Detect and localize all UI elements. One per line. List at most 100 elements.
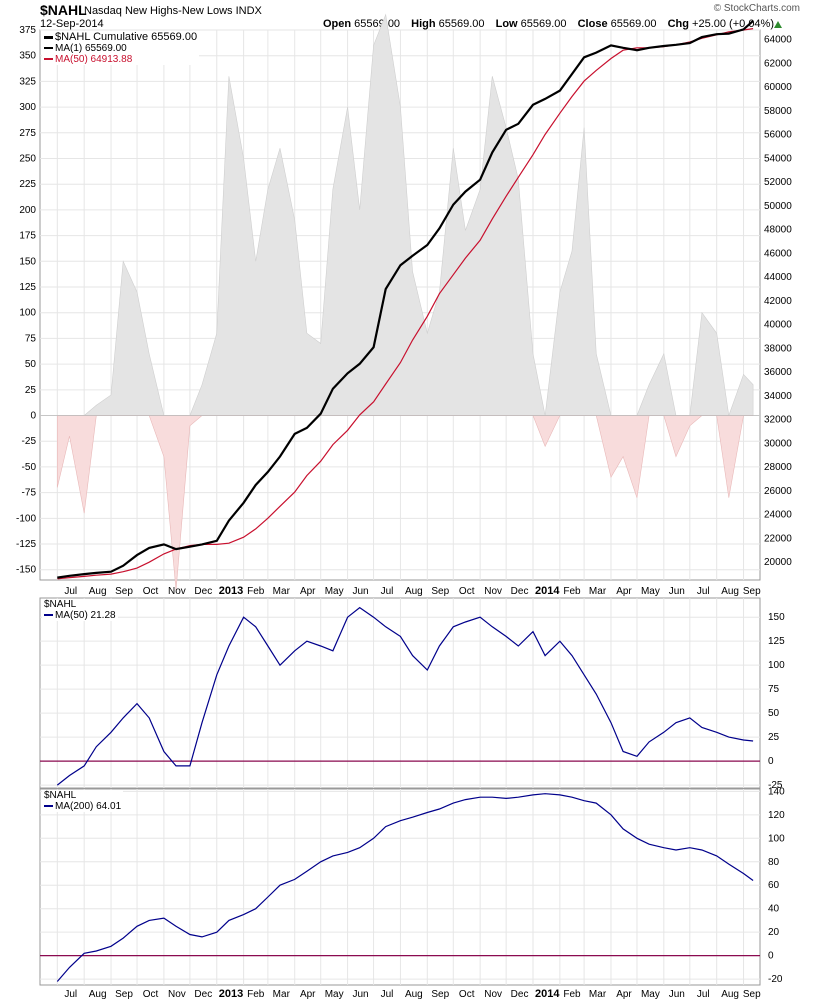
x-label-1-19: Feb: [563, 989, 581, 1000]
x-label-0-1: Aug: [89, 586, 107, 597]
legend-cumulative: $NAHL Cumulative 65569.00: [44, 31, 197, 43]
x-label-0-12: Jul: [381, 586, 394, 597]
x-label-1-7: Feb: [247, 989, 265, 1000]
y-tick-panel1-1: 125: [768, 636, 785, 647]
chg-label: Chg: [667, 18, 689, 30]
y-tick-left-21: -150: [16, 565, 36, 576]
x-label-0-18: 2014: [535, 585, 560, 597]
x-label-0-25: Aug: [721, 586, 739, 597]
x-label-1-9: Apr: [300, 989, 316, 1000]
x-label-1-23: Jun: [669, 989, 685, 1000]
y-tick-left-9: 150: [19, 256, 36, 267]
x-label-0-23: Jun: [669, 586, 685, 597]
y-tick-right-16: 32000: [764, 415, 792, 426]
low-value: 65569.00: [520, 18, 567, 30]
y-tick-right-9: 46000: [764, 248, 792, 259]
x-label-1-15: Oct: [459, 989, 475, 1000]
y-tick-right-0: 64000: [764, 35, 792, 46]
x-label-1-22: May: [641, 989, 660, 1000]
y-tick-panel1-7: -25: [768, 780, 783, 791]
y-tick-left-13: 50: [25, 359, 37, 370]
y-tick-left-2: 325: [19, 76, 36, 87]
x-label-0-6: 2013: [219, 585, 243, 597]
x-label-1-11: Jun: [353, 989, 369, 1000]
x-label-0-14: Sep: [431, 586, 449, 597]
y-tick-right-4: 56000: [764, 130, 792, 141]
ma50-red-line: [57, 28, 754, 580]
up-arrow-icon: [774, 21, 782, 28]
x-label-1-16: Nov: [484, 989, 502, 1000]
y-tick-right-2: 60000: [764, 82, 792, 93]
y-tick-panel2-0: 140: [768, 786, 785, 797]
x-label-0-17: Dec: [511, 586, 529, 597]
y-tick-panel1-0: 150: [768, 612, 785, 623]
y-tick-left-16: -25: [22, 436, 37, 447]
x-label-0-4: Nov: [168, 586, 186, 597]
x-label-1-8: Mar: [273, 989, 291, 1000]
y-tick-right-21: 22000: [764, 533, 792, 544]
chart-date: 12-Sep-2014: [40, 18, 104, 30]
y-tick-left-20: -125: [16, 539, 36, 550]
ma200-legend: $NAHL MA(200) 64.01: [42, 790, 124, 812]
y-tick-panel1-5: 25: [768, 732, 780, 743]
x-label-1-21: Apr: [616, 989, 632, 1000]
y-tick-right-15: 34000: [764, 391, 792, 402]
x-label-1-10: May: [325, 989, 344, 1000]
y-tick-left-19: -100: [16, 513, 36, 524]
open-label: Open: [322, 18, 352, 30]
x-label-0-24: Jul: [697, 586, 710, 597]
y-tick-left-10: 125: [19, 282, 36, 293]
close-label: Close: [577, 18, 608, 30]
ma200-legend-title: $NAHL: [44, 790, 77, 801]
x-label-1-20: Mar: [589, 989, 607, 1000]
legend-ma1: MA(1) 65569.00: [44, 43, 197, 54]
chg-value: +25.00 (+0.04%): [692, 18, 774, 30]
y-tick-panel2-8: -20: [768, 974, 783, 985]
y-tick-right-14: 36000: [764, 367, 792, 378]
y-tick-left-7: 200: [19, 205, 36, 216]
x-label-0-2: Sep: [115, 586, 133, 597]
x-label-1-0: Jul: [64, 989, 77, 1000]
y-tick-panel2-3: 80: [768, 857, 780, 868]
y-tick-panel2-7: 0: [768, 951, 774, 962]
y-tick-right-1: 62000: [764, 58, 792, 69]
y-tick-left-14: 25: [25, 385, 37, 396]
low-label: Low: [495, 18, 518, 30]
high-label: High: [411, 18, 436, 30]
ma-blue-line-panel1: [56, 606, 754, 786]
ma50-legend-title: $NAHL: [44, 599, 77, 610]
y-tick-panel1-4: 50: [768, 708, 780, 719]
x-label-1-24: Jul: [697, 989, 710, 1000]
x-label-0-15: Oct: [459, 586, 475, 597]
y-tick-panel1-3: 75: [768, 684, 780, 695]
x-label-1-5: Dec: [194, 989, 212, 1000]
y-tick-left-12: 75: [25, 333, 37, 344]
y-tick-panel2-5: 40: [768, 904, 780, 915]
y-tick-left-15: 0: [30, 411, 36, 422]
y-tick-right-19: 26000: [764, 486, 792, 497]
y-tick-panel2-6: 20: [768, 927, 780, 938]
open-value: 65569.00: [354, 18, 401, 30]
y-tick-left-3: 300: [19, 102, 36, 113]
ma200-legend-series: MA(200) 64.01: [44, 801, 121, 812]
high-value: 65569.00: [438, 18, 485, 30]
y-tick-right-11: 42000: [764, 296, 792, 307]
ma50-legend: $NAHL MA(50) 21.28: [42, 599, 118, 621]
main-legend: $NAHL Cumulative 65569.00 MA(1) 65569.00…: [42, 31, 200, 65]
x-label-0-26: Sep: [743, 586, 761, 597]
copyright-notice[interactable]: © StockCharts.com: [713, 3, 800, 14]
x-label-1-13: Aug: [405, 989, 423, 1000]
y-tick-left-5: 250: [19, 154, 36, 165]
y-tick-panel1-6: 0: [768, 756, 774, 767]
x-label-0-20: Mar: [589, 586, 607, 597]
y-tick-right-6: 52000: [764, 177, 792, 188]
ma50-legend-series: MA(50) 21.28: [44, 610, 116, 621]
x-label-1-1: Aug: [89, 989, 107, 1000]
x-label-0-7: Feb: [247, 586, 265, 597]
y-tick-left-18: -75: [22, 488, 37, 499]
legend-ma50-red: MA(50) 64913.88: [44, 54, 197, 65]
x-label-1-25: Aug: [721, 989, 739, 1000]
y-tick-left-8: 175: [19, 231, 36, 242]
x-label-0-0: Jul: [64, 586, 77, 597]
